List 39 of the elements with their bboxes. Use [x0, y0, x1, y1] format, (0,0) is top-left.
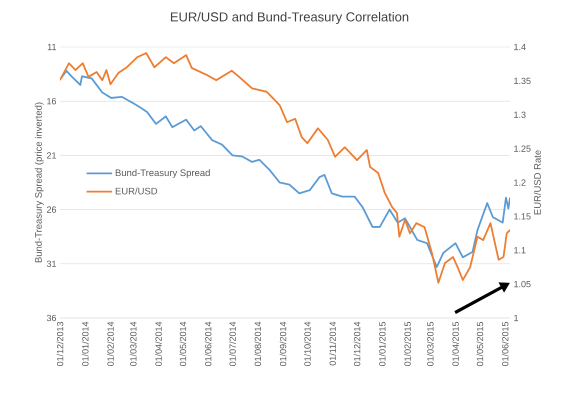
x-tick-label: 01/09/2014	[280, 322, 286, 366]
x-tick-label: 01/12/2014	[354, 322, 360, 366]
x-tick-label: 01/03/2015	[426, 322, 434, 366]
x-tick-label: 01/02/2014	[107, 322, 114, 366]
x-tick-label: 01/02/2015	[404, 322, 411, 366]
chart-title: EUR/USD and Bund-Treasury Correlation	[170, 12, 408, 24]
y-tick-label: 16	[47, 98, 56, 104]
x-tick-label: 01/04/2014	[155, 322, 162, 366]
legend-label: Bund-Treasury Spread	[116, 169, 210, 178]
y2-tick-label: 1.15	[514, 213, 531, 220]
x-tick-label: 01/01/2014	[82, 322, 89, 366]
x-tick-label: 01/05/2015	[476, 322, 484, 366]
x-tick-label: 01/12/2013	[56, 322, 64, 366]
x-tick-label: 01/07/2014	[229, 322, 236, 366]
x-tick-label: 01/01/2015	[378, 322, 386, 366]
y2-tick-label: 1.35	[514, 78, 531, 84]
y2-tick-label: 1	[514, 314, 518, 322]
y-tick-label: 26	[46, 206, 56, 213]
y2-tick-label: 1.05	[514, 280, 531, 288]
legend-label: EUR/USD	[116, 187, 158, 194]
y2-tick-label: 1.2	[514, 179, 526, 186]
y-tick-label: 21	[46, 152, 56, 159]
y-axis-title: Bund-Treasury Spread (price inverted)	[34, 102, 44, 262]
x-tick-label: 01/06/2014	[204, 322, 212, 366]
x-tick-label: 01/06/2015	[502, 322, 508, 366]
y2-tick-label: 1.3	[514, 112, 526, 118]
y2-axis-title: EUR/USD Rate	[534, 150, 541, 214]
y2-tick-label: 1.1	[514, 247, 526, 254]
x-tick-label: 01/05/2014	[180, 322, 186, 366]
x-tick-label: 01/04/2015	[452, 322, 459, 366]
y2-tick-label: 1.4	[514, 44, 526, 50]
x-tick-label: 01/10/2014	[304, 322, 311, 366]
y-tick-label: 31	[46, 260, 56, 267]
y-tick-label: 36	[46, 314, 56, 322]
x-tick-label: 01/08/2014	[254, 322, 262, 366]
y2-tick-label: 1.25	[514, 145, 531, 152]
y-tick-label: 11	[48, 44, 56, 50]
x-tick-label: 01/03/2014	[130, 322, 137, 366]
x-tick-label: 01/11/2014	[329, 322, 336, 366]
